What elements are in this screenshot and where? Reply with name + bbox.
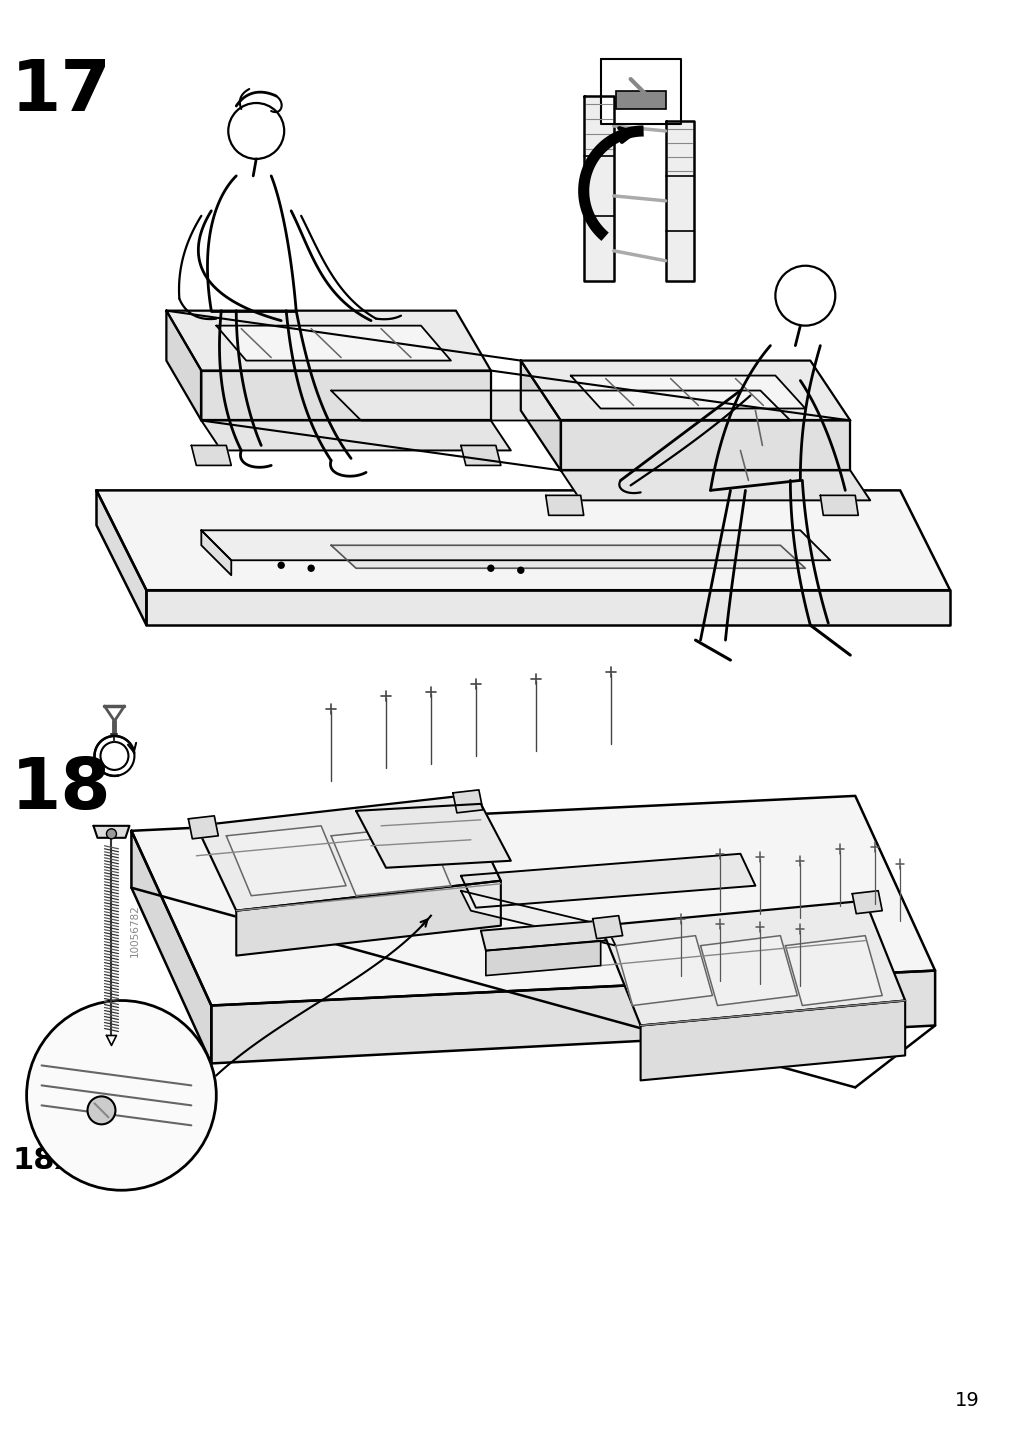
Polygon shape	[545, 495, 583, 516]
Polygon shape	[201, 421, 511, 451]
Polygon shape	[201, 530, 232, 576]
Polygon shape	[601, 901, 904, 1025]
Polygon shape	[191, 445, 232, 465]
Bar	[615, 92, 665, 109]
Circle shape	[106, 829, 116, 839]
Circle shape	[307, 566, 313, 571]
Polygon shape	[216, 325, 451, 361]
Polygon shape	[196, 796, 500, 911]
Polygon shape	[521, 361, 849, 421]
Circle shape	[487, 566, 493, 571]
Polygon shape	[560, 470, 869, 500]
Polygon shape	[201, 530, 829, 560]
Polygon shape	[211, 971, 934, 1064]
Circle shape	[518, 567, 524, 573]
Polygon shape	[331, 546, 805, 569]
Polygon shape	[615, 935, 712, 1005]
Polygon shape	[485, 941, 601, 975]
Polygon shape	[460, 853, 754, 908]
Polygon shape	[851, 891, 882, 914]
Polygon shape	[96, 490, 949, 590]
Polygon shape	[640, 1001, 904, 1080]
Polygon shape	[236, 881, 500, 955]
Polygon shape	[147, 590, 949, 626]
Polygon shape	[201, 371, 490, 421]
Polygon shape	[592, 915, 622, 938]
Polygon shape	[166, 311, 490, 371]
Polygon shape	[131, 796, 934, 1005]
Circle shape	[26, 1001, 216, 1190]
Polygon shape	[820, 495, 857, 516]
Text: 10056782: 10056782	[129, 904, 140, 957]
Polygon shape	[453, 790, 482, 813]
Text: 19: 19	[953, 1392, 979, 1411]
Polygon shape	[700, 935, 797, 1005]
Polygon shape	[480, 921, 605, 951]
Polygon shape	[560, 421, 849, 470]
Polygon shape	[665, 120, 693, 281]
Circle shape	[87, 1097, 115, 1124]
Text: 18x: 18x	[12, 1146, 75, 1174]
Polygon shape	[583, 96, 613, 281]
Polygon shape	[93, 826, 129, 838]
Polygon shape	[570, 375, 805, 408]
Polygon shape	[331, 391, 790, 421]
Polygon shape	[356, 803, 511, 868]
Polygon shape	[188, 816, 218, 839]
Polygon shape	[785, 935, 882, 1005]
Polygon shape	[601, 59, 679, 125]
Text: 18: 18	[11, 755, 112, 825]
Circle shape	[278, 563, 284, 569]
Text: 17: 17	[11, 56, 112, 126]
Polygon shape	[96, 490, 147, 626]
Polygon shape	[226, 826, 346, 895]
Polygon shape	[460, 445, 500, 465]
Polygon shape	[460, 891, 615, 945]
Polygon shape	[166, 311, 201, 421]
Polygon shape	[331, 826, 451, 895]
Polygon shape	[131, 831, 211, 1064]
Polygon shape	[106, 1035, 116, 1045]
Polygon shape	[521, 361, 560, 470]
